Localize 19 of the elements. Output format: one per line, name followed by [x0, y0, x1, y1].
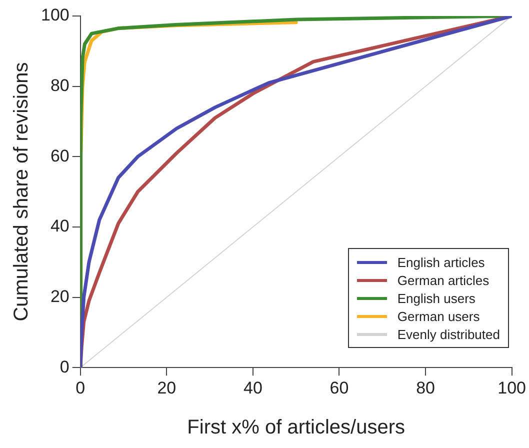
- y-tick-label: 20: [50, 286, 70, 306]
- y-tick-label: 60: [50, 146, 70, 166]
- y-tick-label: 0: [60, 357, 70, 376]
- y-tick-label: 40: [50, 216, 70, 236]
- x-tick-label: 60: [330, 378, 349, 398]
- legend-label: English users: [397, 290, 476, 306]
- x-tick-label: 40: [243, 378, 262, 398]
- legend-label: English articles: [397, 254, 485, 270]
- legend-label: German users: [397, 308, 480, 324]
- x-axis-title: First x% of articles/users: [187, 416, 406, 439]
- y-tick-label: 100: [40, 6, 70, 25]
- x-tick-label: 0: [76, 378, 86, 398]
- legend-label: Evenly distributed: [397, 326, 500, 342]
- y-axis-title: Cumulated share of revisions: [10, 62, 33, 322]
- x-tick-label: 100: [498, 378, 526, 398]
- x-tick-label: 80: [416, 378, 435, 398]
- y-tick-label: 80: [50, 76, 70, 96]
- legend-label: German articles: [397, 272, 490, 288]
- x-tick-label: 20: [157, 378, 176, 398]
